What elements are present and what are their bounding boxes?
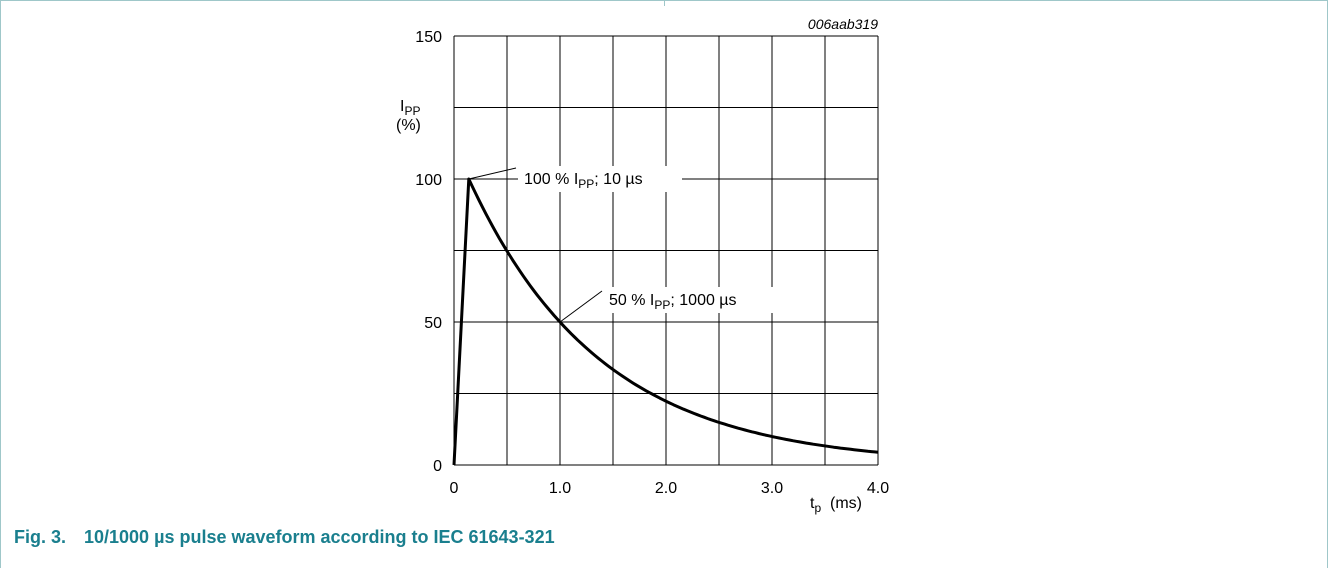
y-axis-unit: (%) (396, 117, 421, 134)
annotation-background (518, 166, 682, 192)
y-axis-symbol: IPP (400, 98, 420, 118)
figure-caption: Fig. 3. 10/1000 µs pulse waveform accordi… (14, 527, 555, 548)
annotation-leader (559, 290, 603, 323)
x-tick-label: 2.0 (655, 480, 677, 497)
chart-annotations: 100 % IPP; 10 µs 50 % IPP; 1000 µs (468, 166, 780, 323)
annotation-label: 50 % IPP; 1000 µs (609, 292, 737, 312)
figure-code: 006aab319 (808, 16, 878, 32)
x-axis-unit: (ms) (830, 495, 862, 512)
y-tick-label: 50 (424, 315, 442, 332)
y-tick-label: 0 (433, 458, 442, 475)
x-tick-label: 1.0 (549, 480, 571, 497)
x-tick-label: 4.0 (867, 480, 889, 497)
chart-series (452, 177, 879, 466)
x-axis-label: tp (ms) (810, 495, 862, 515)
x-tick-label: 3.0 (761, 480, 783, 497)
annotation-background (604, 287, 780, 313)
annotation-leader (468, 167, 517, 180)
waveform-line (452, 177, 879, 466)
figure-caption-text: 10/1000 µs pulse waveform according to I… (84, 527, 555, 547)
header-divider (664, 0, 665, 6)
y-axis-label: IPP (%) (396, 98, 421, 134)
figure-number: Fig. 3. (14, 527, 67, 547)
y-tick-label: 100 (415, 172, 442, 189)
chart-tick-labels: 0 1.0 2.0 3.0 4.0 0 50 100 150 (415, 29, 889, 497)
annotation-label: 100 % IPP; 10 µs (524, 171, 643, 191)
x-tick-label: 0 (450, 480, 459, 497)
x-axis-symbol: tp (810, 495, 821, 515)
y-tick-label: 150 (415, 29, 442, 46)
